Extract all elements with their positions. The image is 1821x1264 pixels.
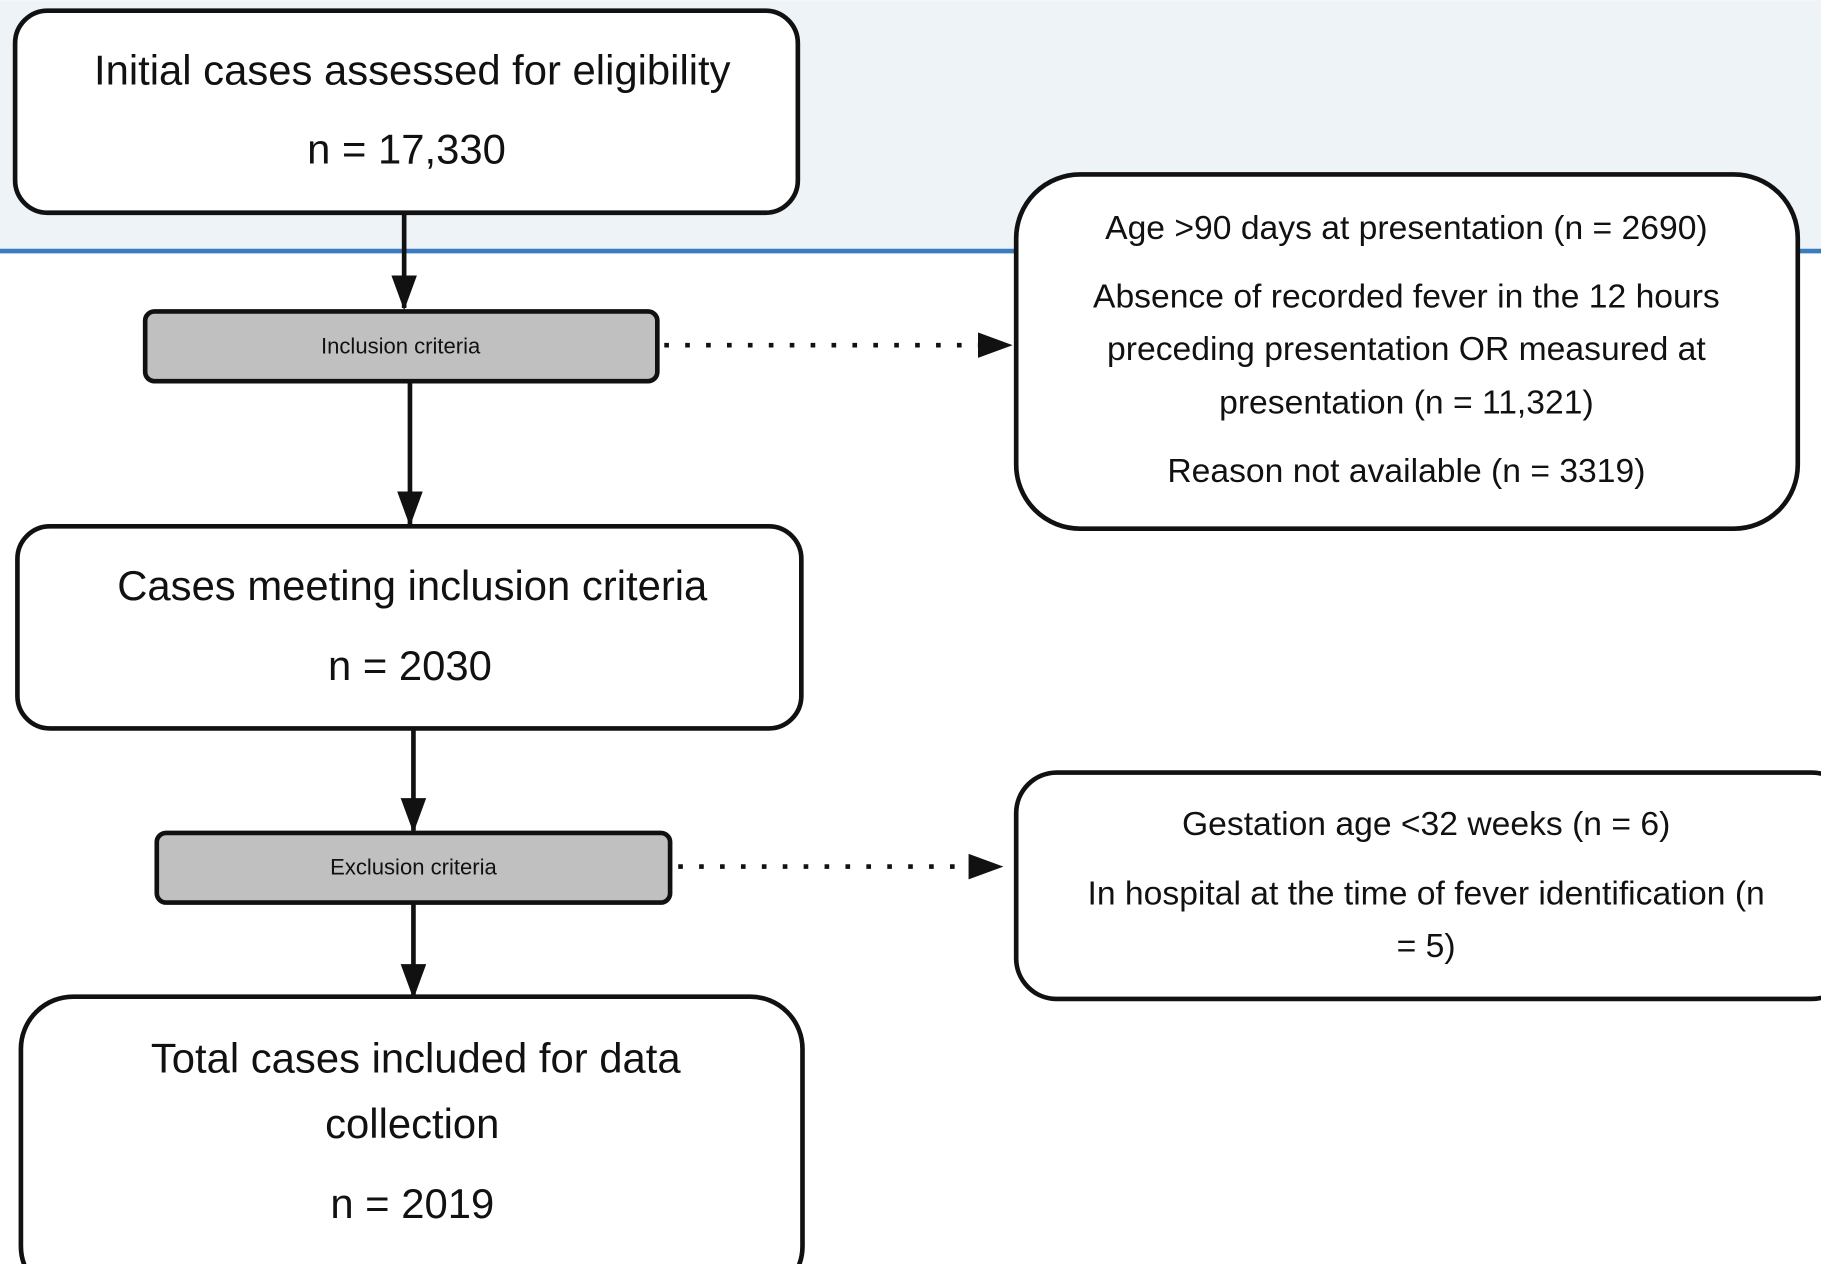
node-text: Cases meeting inclusion criteria [117, 562, 708, 609]
node-text: n = 17,330 [307, 125, 506, 172]
node-text: Gestation age <32 weeks (n = 6) [1182, 806, 1670, 843]
node-box [15, 523, 804, 731]
node-text: Reason not available (n = 3319) [1167, 453, 1645, 490]
node-text: Age >90 days at presentation (n = 2690) [1105, 210, 1708, 247]
node-text: Exclusion criteria [330, 855, 497, 880]
node-box [18, 994, 805, 1264]
criteria-box [154, 830, 673, 905]
node-text: collection [325, 1100, 499, 1147]
node-text: Absence of recorded fever in the 12 hour… [1093, 279, 1720, 316]
node-box [12, 8, 801, 216]
node-text: = 5) [1397, 928, 1456, 965]
note-box [1013, 172, 1801, 531]
node-text: Total cases included for data [151, 1035, 682, 1082]
note-box [1013, 770, 1821, 1002]
criteria-box [142, 309, 660, 384]
node-text: n = 2019 [330, 1180, 494, 1227]
node-text: preceding presentation OR measured at [1107, 331, 1706, 368]
node-text: presentation (n = 11,321) [1219, 384, 1594, 421]
node-text: Initial cases assessed for eligibility [94, 46, 731, 93]
node-text: n = 2030 [328, 642, 492, 689]
node-text: In hospital at the time of fever identif… [1088, 876, 1765, 913]
node-text: Inclusion criteria [321, 333, 481, 358]
